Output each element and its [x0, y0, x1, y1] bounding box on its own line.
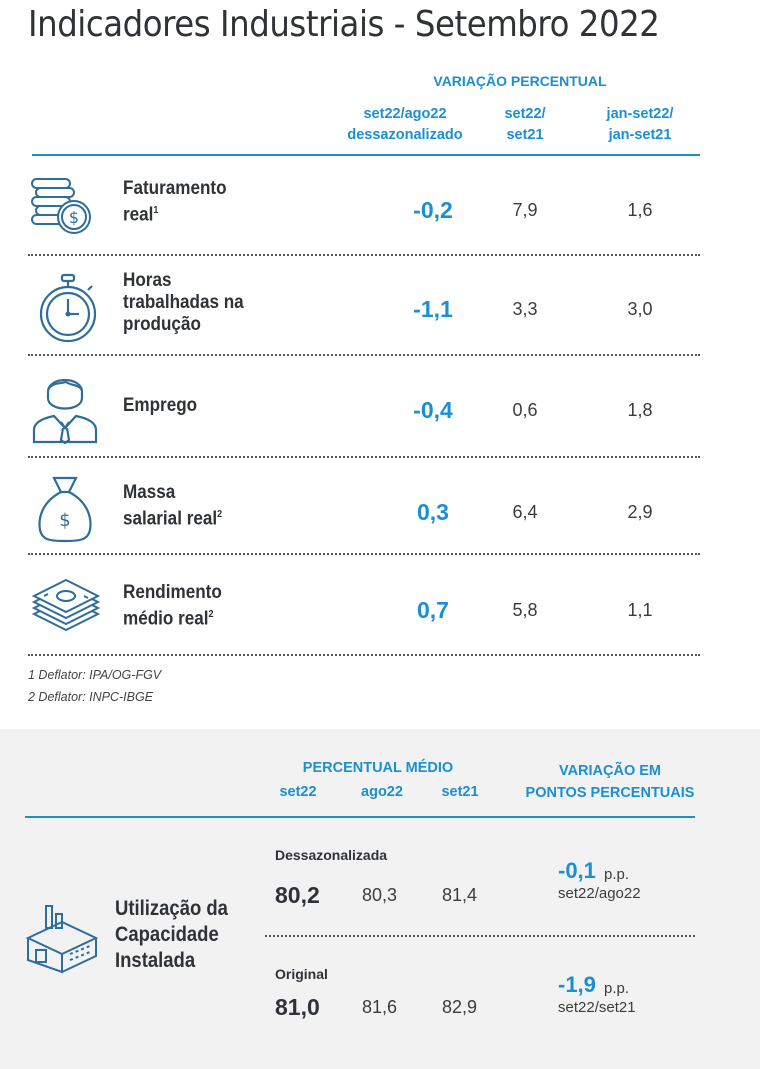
row-divider [28, 553, 700, 555]
stopwatch-icon [39, 273, 97, 343]
row-label-line: médio real [123, 608, 209, 630]
row-label-line: Massa [123, 482, 176, 503]
header-divider [32, 154, 700, 156]
banknotes-icon [31, 578, 101, 632]
original-set22-value: 81,0 [275, 994, 320, 1020]
seasonal-ago22-value: 80,3 [362, 885, 398, 905]
row-label-line: real [123, 204, 154, 226]
original-pp-value: -1,9 [558, 972, 596, 997]
variation-group-header: VARIAÇÃO PERCENTUAL [433, 73, 607, 89]
value-mom: -0,4 [413, 397, 453, 423]
seasonal-pp-period: set22/ago22 [558, 885, 641, 902]
row-label: Massa salarial real2 [123, 482, 222, 530]
value-yoy: 7,9 [512, 200, 538, 220]
footnote-ref: 2 [208, 609, 214, 620]
value-ytd: 1,1 [627, 600, 653, 620]
row-label-line: salarial real [123, 508, 218, 530]
column-header-set21: set21 [441, 784, 479, 800]
original-sublabel: Original [275, 966, 328, 982]
seasonal-set21-value: 81,4 [442, 885, 478, 905]
original-pp-period: set22/set21 [558, 999, 636, 1016]
column-header-set22: set22 [279, 784, 317, 800]
table-row-rendimento: Rendimento médio real2 0,7 5,8 1,1 [28, 560, 700, 654]
column-header-ago22: ago22 [361, 784, 403, 800]
footnote-ref: 2 [217, 509, 223, 520]
svg-text:$: $ [59, 510, 70, 531]
row-label-line: produção [123, 314, 201, 335]
column-header-line: set22/ago22 [363, 106, 447, 122]
column-header-line: set22/ [504, 106, 546, 122]
table-row-faturamento: $ Faturamento real1 -0,2 7,9 1,6 [28, 165, 700, 255]
pp-variation-header: VARIAÇÃO EM PONTOS PERCENTUAIS [510, 760, 710, 804]
column-header-mom: set22/ago22 dessazonalizado [330, 104, 480, 146]
column-header-ytd: jan-set22/ jan-set21 [585, 104, 695, 146]
row-label-line: Horas [123, 270, 172, 291]
row-label-line: Faturamento [123, 178, 227, 199]
row-label: Faturamento real1 [123, 178, 227, 226]
column-header-yoy: set22/ set21 [485, 104, 565, 146]
row-divider [28, 354, 700, 356]
column-header-line: dessazonalizado [347, 127, 463, 143]
factory-icon [25, 905, 99, 974]
row-label: Horas trabalhadas na produção [123, 270, 244, 336]
capacity-header-divider [25, 816, 695, 818]
capacity-panel [0, 729, 760, 1069]
value-mom: -1,1 [413, 296, 453, 322]
footnote-2: 2 Deflator: INPC-IBGE [28, 690, 154, 704]
value-ytd: 2,9 [627, 502, 653, 522]
value-yoy: 0,6 [512, 400, 538, 420]
value-yoy: 6,4 [512, 502, 538, 522]
value-ytd: 3,0 [627, 299, 653, 319]
seasonal-pp-value: -0,1 [558, 858, 596, 883]
svg-text:$: $ [69, 208, 79, 227]
value-mom: -0,2 [413, 197, 453, 223]
column-header-line: jan-set21 [608, 127, 672, 143]
original-set21-value: 82,9 [442, 997, 478, 1017]
value-ytd: 1,8 [627, 400, 653, 420]
average-percent-header: PERCENTUAL MÉDIO [302, 760, 454, 776]
table-row-emprego: Emprego -0,4 0,6 1,8 [28, 360, 700, 456]
row-label-line: Rendimento [123, 582, 222, 603]
seasonal-pp-unit: p.p. [604, 866, 630, 883]
row-divider [28, 456, 700, 458]
column-header-line: jan-set22/ [606, 106, 674, 122]
table-row-massa-salarial: $ Massa salarial real2 0,3 6,4 2,9 [28, 462, 700, 554]
value-yoy: 3,3 [512, 299, 538, 319]
row-divider [28, 654, 700, 656]
capacity-label-line: Capacidade [115, 923, 219, 946]
capacity-label-line: Instalada [115, 949, 196, 972]
capacity-divider [265, 935, 695, 937]
footnote-1: 1 Deflator: IPA/OG-FGV [28, 668, 162, 682]
worker-icon [32, 379, 98, 444]
row-label: Rendimento médio real2 [123, 582, 222, 630]
page-title: Indicadores Industriais - Setembro 2022 [28, 4, 660, 45]
money-bag-icon: $ [38, 476, 92, 543]
row-label-line: Emprego [123, 395, 198, 416]
column-header-line: set21 [506, 127, 544, 143]
value-mom: 0,3 [417, 499, 449, 525]
table-row-horas: Horas trabalhadas na produção -1,1 3,3 3… [28, 262, 700, 354]
value-yoy: 5,8 [512, 600, 538, 620]
seasonal-sublabel: Dessazonalizada [275, 847, 388, 863]
row-label-line: trabalhadas na [123, 292, 244, 313]
seasonal-set22-value: 80,2 [275, 882, 320, 908]
coins-icon: $ [31, 178, 91, 234]
header-line: PONTOS PERCENTUAIS [525, 785, 695, 801]
header-line: VARIAÇÃO EM [558, 763, 662, 779]
value-mom: 0,7 [417, 597, 449, 623]
original-pp-unit: p.p. [604, 980, 630, 997]
row-divider [28, 254, 700, 256]
value-ytd: 1,6 [627, 200, 653, 220]
capacity-label-line: Utilização da [115, 897, 228, 920]
original-ago22-value: 81,6 [362, 997, 398, 1017]
capacity-label: Utilização da Capacidade Instalada [115, 896, 228, 974]
footnote-ref: 1 [153, 205, 159, 216]
row-label: Emprego [123, 395, 197, 417]
